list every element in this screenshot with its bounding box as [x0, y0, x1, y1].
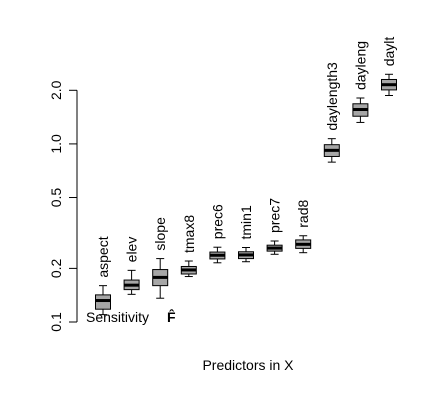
annotation-text: Sensitivity — [86, 309, 149, 325]
category-label: slope — [152, 217, 168, 251]
box-tmin1: tmin1 — [238, 205, 254, 263]
box-aspect: aspect — [95, 236, 111, 316]
category-label: prec7 — [267, 198, 283, 233]
box-prec6: prec6 — [209, 204, 226, 264]
sensitivity-annotation: Sensitivity F̂ — [86, 308, 176, 325]
y-tick-label: 0.1 — [48, 312, 64, 332]
y-axis: 0.1 0.2 0.5 1.0 2.0 — [48, 80, 78, 332]
y-tick-label: 2.0 — [48, 80, 64, 100]
box-prec7: prec7 — [266, 198, 283, 255]
box-daylt: daylt — [381, 37, 397, 96]
box-slope: slope — [152, 217, 169, 299]
y-tick-label: 0.2 — [48, 258, 64, 278]
category-label: tmin1 — [238, 205, 254, 239]
box-tmax8: tmax8 — [180, 215, 197, 278]
category-label: tmax8 — [181, 215, 197, 253]
x-axis-title: Predictors in X — [202, 357, 294, 373]
iqr-box — [95, 294, 111, 310]
box-elev: elev — [123, 237, 140, 295]
y-tick-label: 0.5 — [48, 188, 64, 208]
annotation-symbol: F̂ — [167, 308, 176, 325]
category-label: prec6 — [209, 204, 225, 239]
category-label: elev — [124, 237, 140, 263]
category-label: dayleng — [352, 41, 368, 90]
box-daylength3: daylength3 — [323, 62, 340, 163]
box-dayleng: dayleng — [352, 41, 369, 123]
category-label: daylt — [381, 37, 397, 67]
category-label: rad8 — [295, 200, 311, 228]
category-label: aspect — [95, 236, 111, 277]
box-rad8: rad8 — [295, 200, 312, 254]
plot-area: aspect elev slope tmax8 prec6 tmin1 prec7 rad8 d… — [95, 37, 397, 316]
category-label: daylength3 — [324, 62, 340, 131]
y-tick-label: 1.0 — [48, 134, 64, 154]
